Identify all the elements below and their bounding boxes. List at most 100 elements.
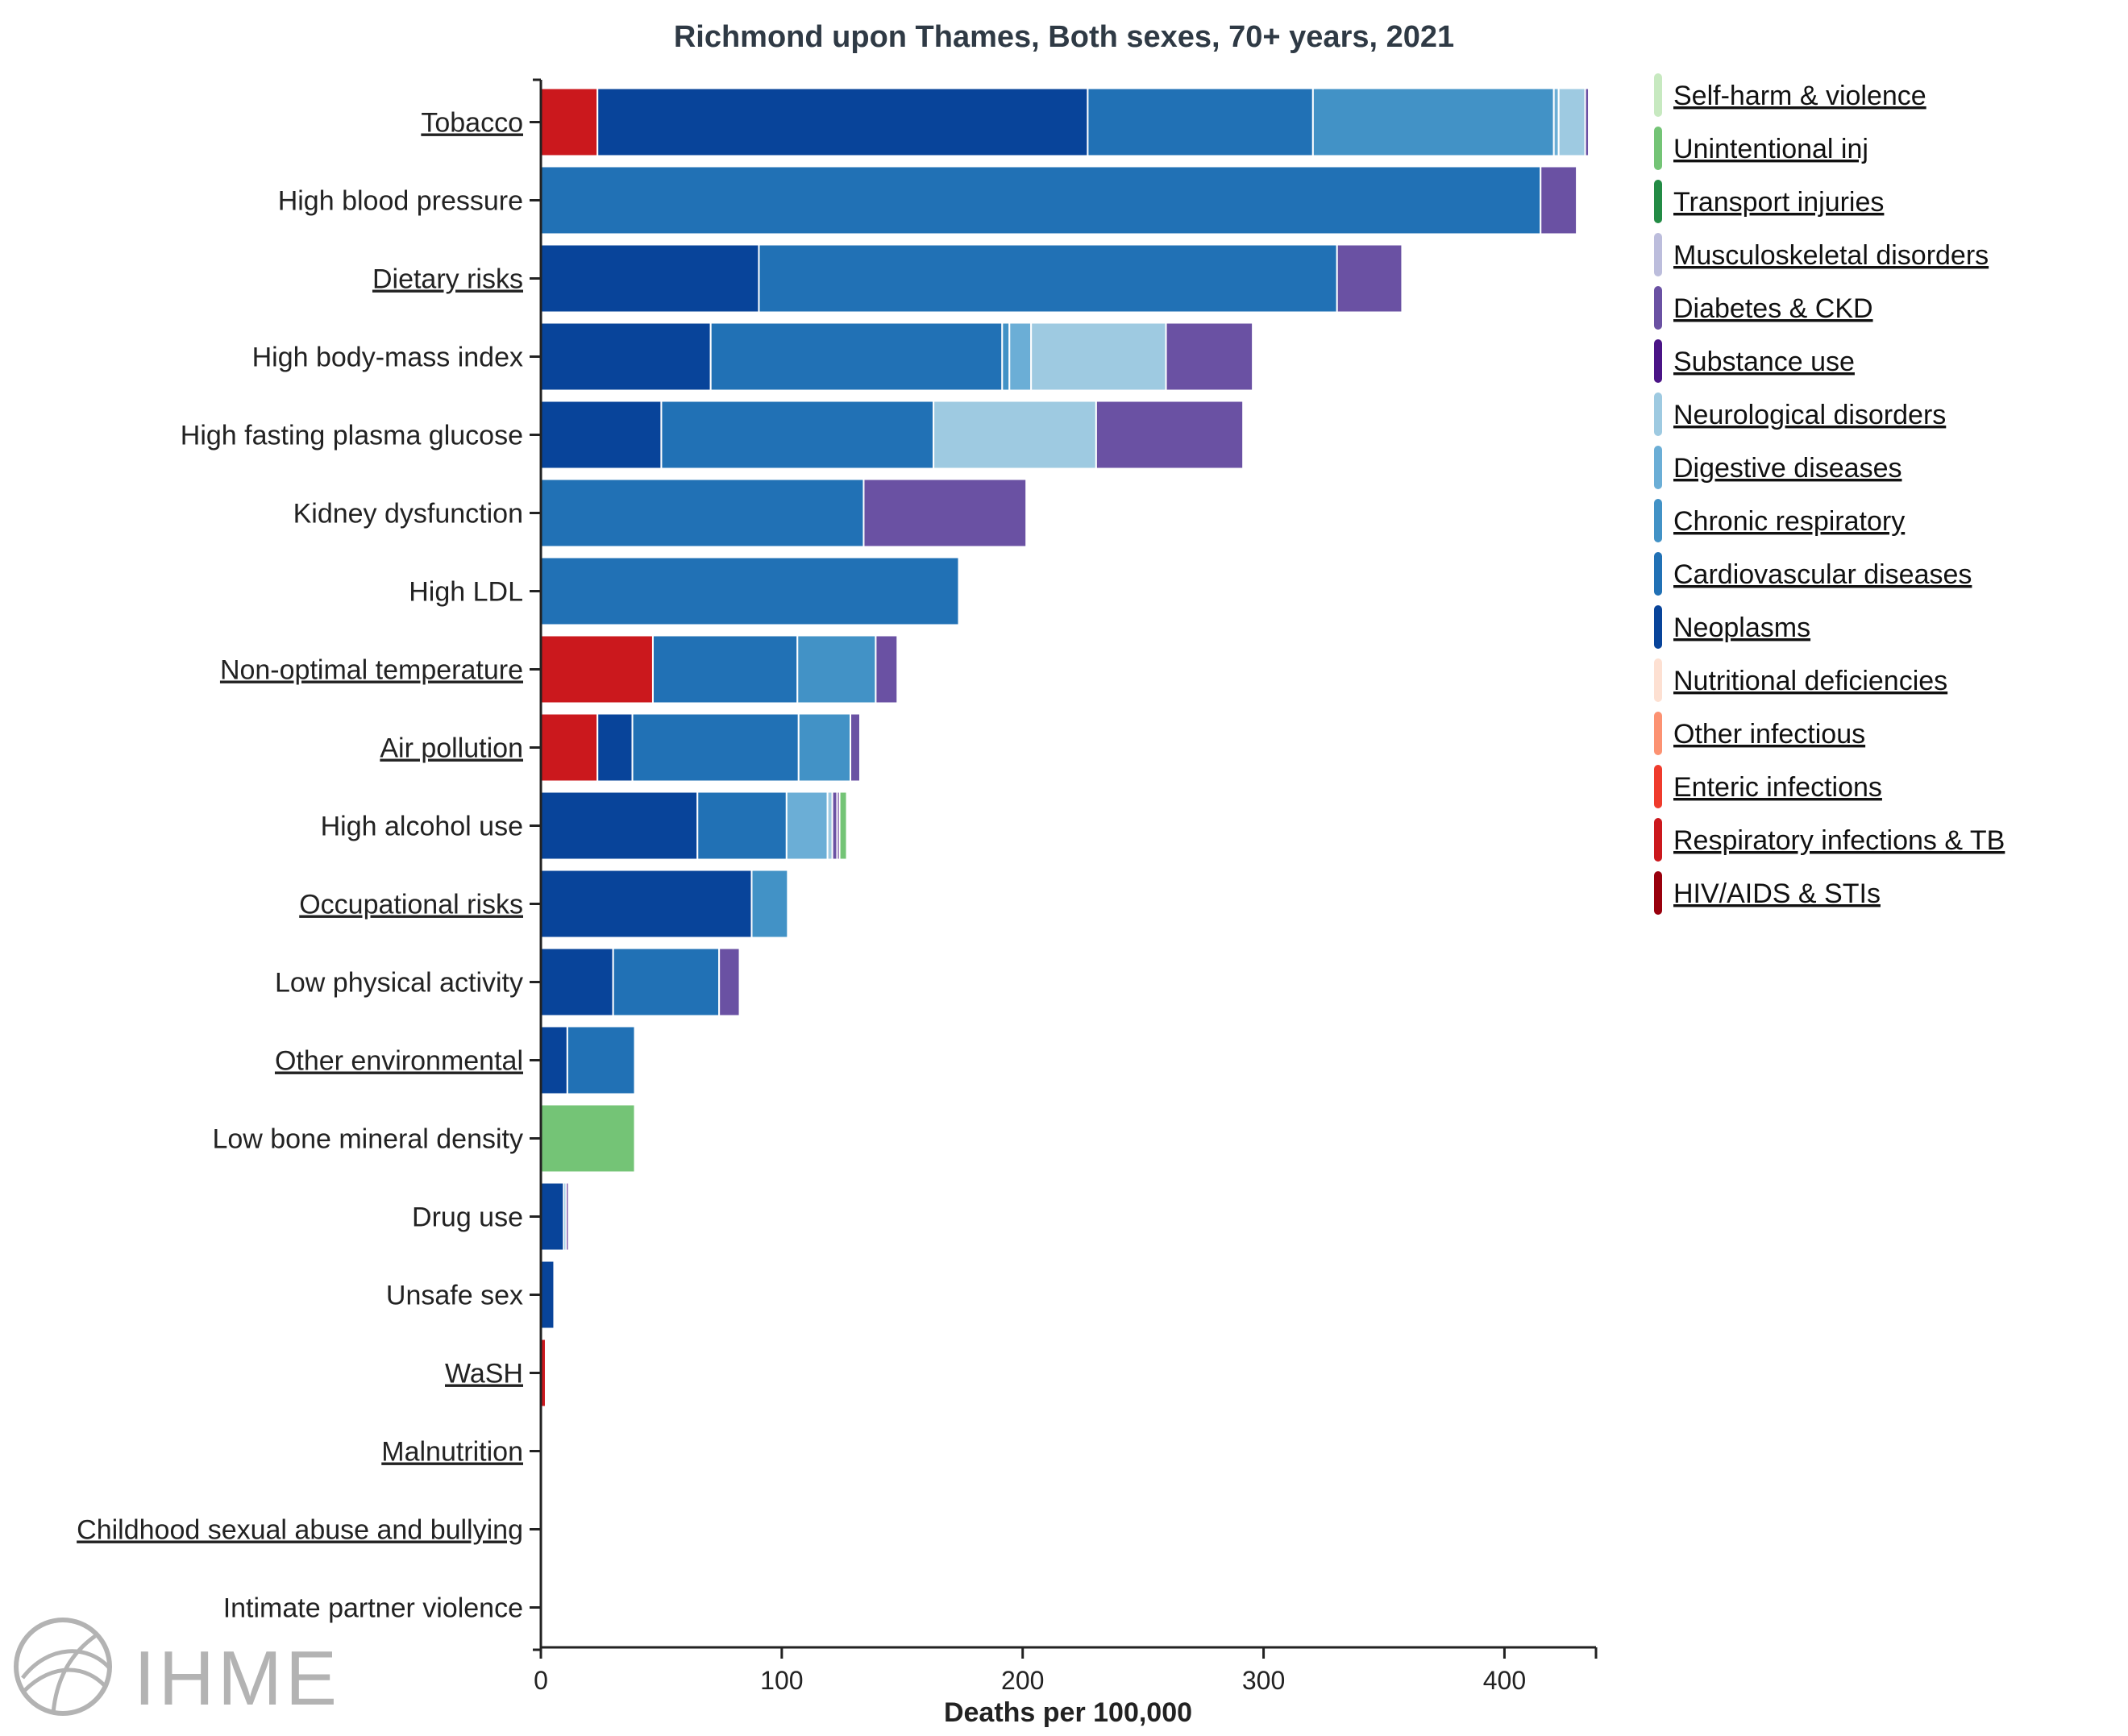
bar-high-ldl-cardiovascular-diseases[interactable] — [540, 556, 960, 626]
bar-high-blood-pressure-cardiovascular-diseases[interactable] — [540, 165, 1542, 235]
legend-item-respiratory-infections-and-tb[interactable]: Respiratory infections & TB — [1673, 825, 2005, 856]
bar-air-pollution-neoplasms[interactable] — [596, 712, 634, 783]
bar-non-optimal-temperature-diabetes-and-ckd[interactable] — [875, 634, 899, 704]
legend-item-cardiovascular-diseases[interactable]: Cardiovascular diseases — [1673, 559, 1972, 590]
category-label-high-ldl: High LDL — [409, 577, 523, 608]
bar-high-body-mass-index-neoplasms[interactable] — [540, 322, 712, 392]
y-axis: Tobacco High blood pressure Dietary risks H… — [77, 78, 542, 1651]
category-label-kidney-dysfunction: Kidney dysfunction — [293, 499, 523, 530]
category-label-high-alcohol-use: High alcohol use — [321, 812, 523, 842]
bar-air-pollution-cardiovascular-diseases[interactable] — [631, 712, 800, 783]
category-label-drug-use: Drug use — [412, 1202, 523, 1233]
x-tick-label: 0 — [534, 1666, 548, 1695]
legend-swatch-cardiovascular-diseases — [1654, 552, 1662, 596]
bar-low-bone-mineral-density-unintentional-inj[interactable] — [540, 1103, 636, 1173]
bar-dietary-risks-cardiovascular-diseases[interactable] — [758, 243, 1338, 314]
bar-high-fasting-plasma-glucose-diabetes-and-ckd[interactable] — [1095, 400, 1245, 470]
bars-layer — [540, 87, 1590, 1408]
legend: Self-harm & violence Unintentional inj Tra… — [1654, 73, 2005, 915]
bar-high-body-mass-index-neurological-disorders[interactable] — [1030, 322, 1167, 392]
bar-tobacco-respiratory-infections-and-tb[interactable] — [540, 87, 599, 157]
bar-occupational-risks-chronic-respiratory[interactable] — [750, 869, 789, 939]
legend-swatch-chronic-respiratory — [1654, 499, 1662, 542]
bar-tobacco-cardiovascular-diseases[interactable] — [1087, 87, 1314, 157]
bar-high-fasting-plasma-glucose-cardiovascular-diseases[interactable] — [660, 400, 935, 470]
bar-high-fasting-plasma-glucose-neoplasms[interactable] — [540, 400, 663, 470]
legend-item-hiv-aids-and-stis[interactable]: HIV/AIDS & STIs — [1673, 878, 1881, 909]
legend-item-transport-injuries[interactable]: Transport injuries — [1673, 187, 1884, 218]
category-label-high-blood-pressure: High blood pressure — [278, 186, 523, 217]
bar-high-body-mass-index-chronic-respiratory[interactable] — [1001, 322, 1011, 392]
category-label-high-fasting-plasma-glucose: High fasting plasma glucose — [181, 421, 523, 451]
category-label-childhood-sexual-abuse-and-bullying[interactable]: Childhood sexual abuse and bullying — [77, 1515, 523, 1546]
bar-high-alcohol-use-cardiovascular-diseases[interactable] — [696, 791, 788, 861]
bar-kidney-dysfunction-diabetes-and-ckd[interactable] — [862, 478, 1028, 548]
bar-low-physical-activity-cardiovascular-diseases[interactable] — [612, 947, 721, 1017]
bar-high-alcohol-use-unintentional-inj[interactable] — [838, 791, 848, 861]
bar-tobacco-diabetes-and-ckd[interactable] — [1584, 87, 1590, 157]
bar-low-physical-activity-diabetes-and-ckd[interactable] — [718, 947, 741, 1017]
bar-high-body-mass-index-diabetes-and-ckd[interactable] — [1165, 322, 1254, 392]
x-tick-label: 300 — [1242, 1666, 1285, 1695]
legend-swatch-other-infectious — [1654, 712, 1662, 755]
category-label-wash[interactable]: WaSH — [445, 1359, 523, 1389]
bar-other-environmental-neoplasms[interactable] — [540, 1025, 568, 1095]
bar-dietary-risks-neoplasms[interactable] — [540, 243, 760, 314]
bar-tobacco-neoplasms[interactable] — [596, 87, 1089, 157]
legend-swatch-digestive-diseases — [1654, 446, 1662, 489]
legend-item-neoplasms[interactable]: Neoplasms — [1673, 613, 1810, 643]
bar-high-alcohol-use-neoplasms[interactable] — [540, 791, 699, 861]
bar-other-environmental-cardiovascular-diseases[interactable] — [566, 1025, 636, 1095]
legend-item-diabetes-and-ckd[interactable]: Diabetes & CKD — [1673, 293, 1873, 324]
bar-high-alcohol-use-digestive-diseases[interactable] — [785, 791, 829, 861]
ihme-logo-text: IHME — [134, 1635, 340, 1721]
bar-kidney-dysfunction-cardiovascular-diseases[interactable] — [540, 478, 865, 548]
bar-air-pollution-diabetes-and-ckd[interactable] — [850, 712, 861, 783]
bar-non-optimal-temperature-respiratory-infections-and-tb[interactable] — [540, 634, 654, 704]
bar-low-physical-activity-neoplasms[interactable] — [540, 947, 614, 1017]
bar-high-body-mass-index-digestive-diseases[interactable] — [1008, 322, 1033, 392]
x-axis-title: Deaths per 100,000 — [944, 1697, 1192, 1728]
category-label-other-environmental[interactable]: Other environmental — [275, 1046, 523, 1077]
bar-high-body-mass-index-cardiovascular-diseases[interactable] — [709, 322, 1004, 392]
bar-dietary-risks-diabetes-and-ckd[interactable] — [1336, 243, 1403, 314]
bar-high-blood-pressure-diabetes-and-ckd[interactable] — [1540, 165, 1578, 235]
legend-item-self-harm-and-violence[interactable]: Self-harm & violence — [1673, 81, 1926, 111]
bar-tobacco-chronic-respiratory[interactable] — [1311, 87, 1555, 157]
bar-drug-use-neoplasms[interactable] — [540, 1182, 565, 1252]
legend-swatch-self-harm-and-violence — [1654, 73, 1662, 117]
bar-high-fasting-plasma-glucose-neurological-disorders[interactable] — [933, 400, 1097, 470]
legend-item-other-infectious[interactable]: Other infectious — [1673, 719, 1865, 750]
legend-swatch-transport-injuries — [1654, 180, 1662, 223]
category-label-malnutrition[interactable]: Malnutrition — [381, 1437, 523, 1468]
bar-tobacco-neurological-disorders[interactable] — [1557, 87, 1586, 157]
legend-item-neurological-disorders[interactable]: Neurological disorders — [1673, 400, 1946, 430]
legend-item-chronic-respiratory[interactable]: Chronic respiratory — [1673, 506, 1905, 537]
ihme-logo-swoosh-icon — [21, 1634, 111, 1714]
category-label-non-optimal-temperature[interactable]: Non-optimal temperature — [220, 655, 523, 686]
legend-swatch-neoplasms — [1654, 605, 1662, 649]
x-tick-label: 100 — [760, 1666, 803, 1695]
bar-air-pollution-respiratory-infections-and-tb[interactable] — [540, 712, 599, 783]
category-label-dietary-risks[interactable]: Dietary risks — [372, 264, 523, 295]
legend-swatch-unintentional-inj — [1654, 127, 1662, 170]
category-label-low-bone-mineral-density: Low bone mineral density — [212, 1124, 523, 1155]
category-label-high-body-mass-index: High body-mass index — [252, 343, 523, 373]
bar-non-optimal-temperature-chronic-respiratory[interactable] — [796, 634, 877, 704]
category-label-air-pollution[interactable]: Air pollution — [380, 733, 523, 764]
legend-item-substance-use[interactable]: Substance use — [1673, 347, 1855, 377]
bar-unsafe-sex-neoplasms[interactable] — [540, 1260, 555, 1330]
legend-item-enteric-infections[interactable]: Enteric infections — [1673, 772, 1882, 803]
bar-air-pollution-chronic-respiratory[interactable] — [797, 712, 852, 783]
legend-swatch-hiv-aids-and-stis — [1654, 871, 1662, 915]
bar-drug-use-substance-use[interactable] — [565, 1182, 570, 1252]
bar-occupational-risks-neoplasms[interactable] — [540, 869, 753, 939]
category-label-occupational-risks[interactable]: Occupational risks — [299, 890, 523, 920]
legend-item-nutritional-deficiencies[interactable]: Nutritional deficiencies — [1673, 666, 1947, 696]
bar-non-optimal-temperature-cardiovascular-diseases[interactable] — [651, 634, 799, 704]
legend-item-musculoskeletal-disorders[interactable]: Musculoskeletal disorders — [1673, 240, 1989, 271]
legend-item-unintentional-inj[interactable]: Unintentional inj — [1673, 134, 1868, 164]
legend-swatch-respiratory-infections-and-tb — [1654, 818, 1662, 862]
category-label-tobacco[interactable]: Tobacco — [421, 108, 523, 139]
legend-item-digestive-diseases[interactable]: Digestive diseases — [1673, 453, 1901, 484]
